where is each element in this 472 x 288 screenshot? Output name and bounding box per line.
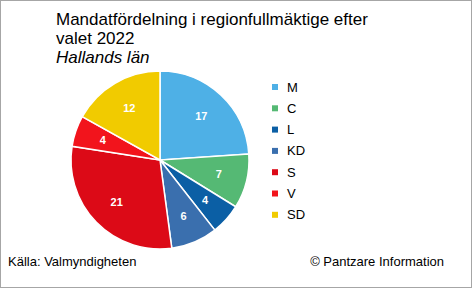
legend-label: L: [287, 122, 294, 137]
legend-swatch: [272, 169, 278, 175]
copyright: © Pantzare Information: [310, 254, 444, 269]
data-label: 4: [202, 194, 209, 206]
data-label: 12: [123, 102, 135, 114]
title-line: Mandatfördelning i regionfullmäktige eft…: [56, 10, 368, 29]
legend-swatch: [272, 148, 278, 154]
slice: [71, 146, 172, 249]
data-label: 6: [180, 210, 186, 222]
legend-label: S: [287, 165, 296, 180]
frame: [1, 1, 472, 288]
title: Mandatfördelning i regionfullmäktige eft…: [56, 10, 368, 48]
data-labels: 17 7 4 6 21 4 12: [100, 102, 222, 222]
data-label: 4: [100, 134, 107, 146]
pie: [71, 71, 249, 249]
title-line: valet 2022: [56, 29, 134, 48]
legend-swatch: [272, 191, 278, 197]
data-label: 17: [195, 110, 207, 122]
legend: MCL KD SV SD: [272, 80, 305, 223]
legend-swatch: [272, 212, 278, 218]
legend-label: KD: [287, 143, 305, 158]
legend-label: M: [287, 80, 298, 95]
subtitle: Hallands län: [56, 48, 150, 67]
legend-label: C: [287, 101, 296, 116]
legend-swatch: [272, 84, 278, 90]
data-label: 21: [111, 196, 123, 208]
legend-swatch: [272, 105, 278, 111]
legend-label: V: [287, 186, 296, 201]
legend-swatch: [272, 127, 278, 133]
slice: [82, 71, 160, 160]
data-label: 7: [216, 168, 222, 180]
chart: Mandatfördelning i regionfullmäktige eft…: [0, 0, 472, 288]
slice: [160, 71, 249, 160]
source: Källa: Valmyndigheten: [8, 254, 136, 269]
legend-label: SD: [287, 207, 305, 222]
